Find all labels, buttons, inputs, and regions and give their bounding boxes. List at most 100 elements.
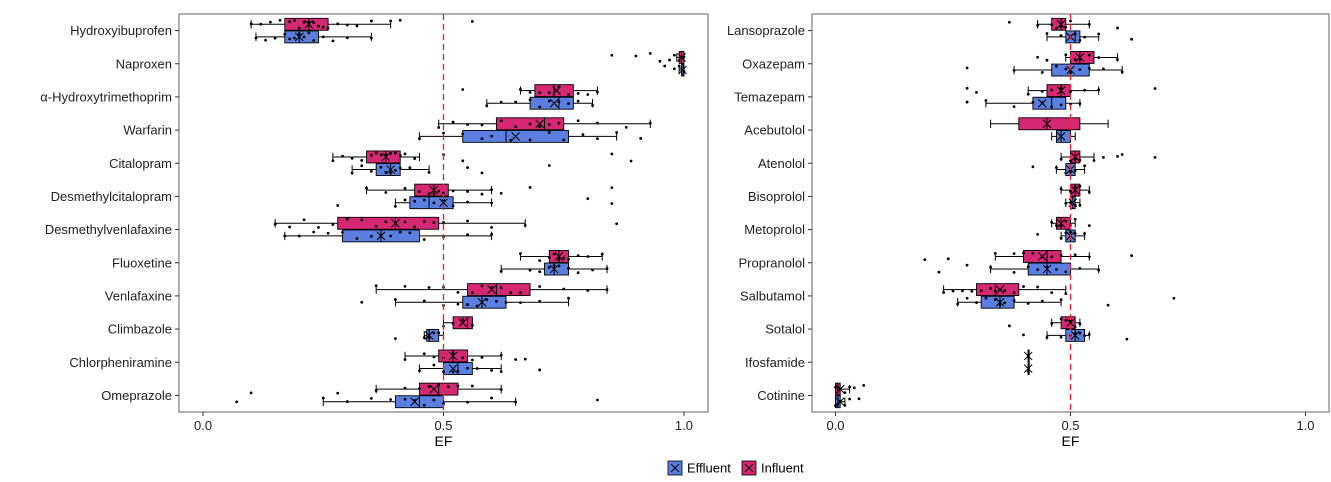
iqr-box [1055,216,1071,230]
data-point [1003,301,1007,305]
y-tick-label-citalopram: Citalopram [109,156,172,171]
iqr-box [366,150,401,164]
iqr-box [1018,117,1081,131]
data-point [384,191,388,194]
data-point [567,266,570,270]
data-point [355,237,359,240]
data-point [576,99,580,103]
data-point [576,92,580,95]
data-point [321,25,325,29]
data-point [1064,292,1068,296]
y-tick-label-venlafaxine: Venlafaxine [105,288,172,303]
data-point [538,105,542,109]
data-point [595,90,599,94]
data-point [672,67,676,71]
data-point [648,52,652,55]
mean-marker [429,384,439,394]
data-point [951,289,955,293]
data-point [422,238,426,241]
data-point [852,386,856,390]
data-point [1055,268,1058,271]
data-point [1078,184,1082,188]
data-point [557,121,561,125]
data-point [466,200,469,204]
data-point [485,104,489,108]
influent-box-acebutolol [990,117,1109,131]
data-point [374,224,378,228]
data-point [490,134,493,138]
data-point [970,289,974,293]
data-point [273,222,277,226]
data-point [490,286,493,290]
data-point [466,233,469,237]
data-point [1012,270,1016,274]
data-point [485,298,489,301]
data-point [427,170,431,174]
data-point [1073,253,1077,257]
data-point [461,356,465,360]
data-point [268,20,272,24]
data-point [403,358,407,361]
influent-box-naproxen [610,51,686,64]
mean-marker [549,98,559,108]
data-point [519,88,522,91]
data-point [1116,58,1119,61]
data-point [557,100,561,104]
data-point [956,302,960,306]
data-point [480,123,484,127]
data-point [470,323,474,327]
iqr-box [1032,96,1067,110]
mean-marker [1023,364,1033,373]
data-point [475,367,479,370]
data-point [1087,66,1091,70]
mean-marker [1056,86,1066,95]
data-point [1050,322,1054,325]
data-point [523,357,527,361]
data-point [1064,231,1068,235]
iqr-box [1060,316,1076,330]
data-point [437,331,441,335]
data-point [1059,25,1063,28]
data-point [470,19,474,23]
data-point [965,100,969,104]
data-point [398,154,402,157]
data-point [480,137,484,141]
data-point [538,299,542,303]
data-point [586,197,590,201]
data-point [1078,322,1082,326]
y-tick-label-lansoprazole: Lansoprazole [727,23,805,38]
data-point [369,19,373,23]
data-point [293,19,296,22]
data-point [307,31,311,35]
data-point [1092,159,1096,162]
data-point [297,26,301,30]
data-point [1120,153,1124,156]
data-point [470,291,474,294]
data-point [682,70,686,73]
data-point [1078,203,1082,207]
data-point [1059,317,1063,321]
y-tick-label-omeprazole: Omeprazole [101,388,172,403]
influent-box-hydroxytrimethoprim [461,84,599,98]
data-point [456,290,460,294]
data-point [610,202,614,206]
data-point [965,86,969,90]
iqr-box [462,295,507,309]
data-point [427,192,431,196]
data-point [456,384,460,388]
mean-marker [458,318,468,328]
data-point [1064,171,1068,175]
data-point [437,126,441,129]
iqr-box [426,328,440,342]
data-point [1040,90,1044,93]
mean-marker [1066,65,1075,75]
effluent-box-acebutolol [1051,129,1076,143]
influent-box-temazepam [965,84,1157,98]
data-point [1050,23,1054,27]
x-tick-label: 0.0 [826,418,844,433]
y-tick-label-desmethylcitalopram: Desmethylcitalopram [51,189,172,204]
data-point [610,152,614,156]
mean-marker [1070,331,1080,340]
data-point [312,230,316,234]
data-point [403,284,407,288]
